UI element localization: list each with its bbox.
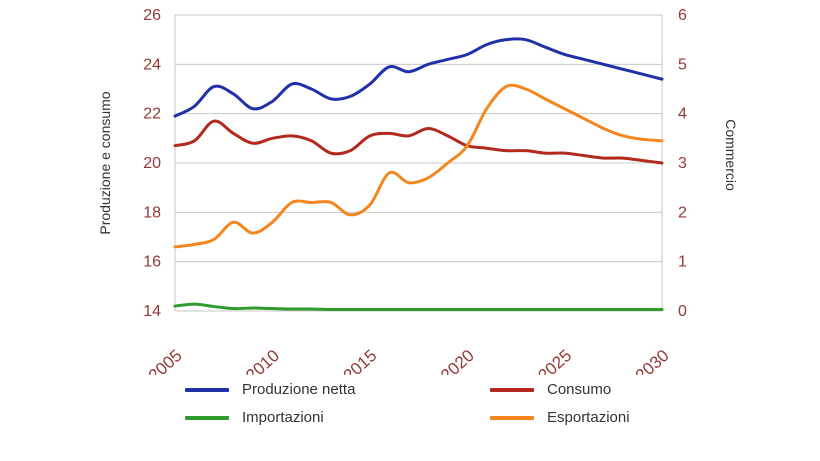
legend-swatch-importazioni: [185, 415, 229, 420]
legend-label-importazioni: Importazioni: [242, 409, 324, 426]
series-line-produzione-netta: [173, 37, 664, 118]
left-tick-label: 18: [143, 204, 161, 221]
x-tick-label: 2010: [242, 346, 283, 375]
right-tick-label: 3: [678, 155, 687, 172]
line-chart-plot: 14 16 18 20 22 24 26 0 1 2 3 4 5 6 2005 2010 2015 2020 202…: [143, 7, 687, 385]
right-tick-label: 4: [678, 106, 687, 123]
left-tick-label: 16: [143, 254, 161, 271]
x-tick-label: 2030: [632, 346, 673, 375]
x-tick-label: 2020: [437, 346, 478, 375]
right-tick-label: 5: [678, 56, 687, 73]
series-line-esportazioni: [173, 83, 664, 249]
right-tick-label: 2: [678, 204, 687, 221]
chart-legend: Produzione netta Consumo Importazioni Es…: [185, 381, 750, 426]
left-tick-label: 22: [143, 106, 161, 123]
x-tick-label: 2025: [534, 346, 575, 375]
legend-label-consumo: Consumo: [547, 381, 612, 398]
x-tick-label: 2005: [145, 346, 186, 375]
left-tick-label: 14: [143, 303, 161, 320]
series-line-importazioni: [173, 302, 664, 312]
right-axis-title: Commercio: [723, 119, 739, 191]
legend-item-importazioni: Importazioni: [185, 409, 490, 426]
legend-swatch-consumo: [490, 387, 534, 392]
legend-item-consumo: Consumo: [490, 381, 750, 398]
legend-label-esportazioni: Esportazioni: [547, 409, 630, 426]
series-line-consumo: [173, 119, 664, 165]
legend-item-esportazioni: Esportazioni: [490, 409, 750, 426]
legend-swatch-esportazioni: [490, 415, 534, 420]
right-tick-label: 6: [678, 7, 687, 24]
left-tick-label: 24: [143, 56, 161, 73]
legend-swatch-produzione-netta: [185, 387, 229, 392]
legend-item-produzione-netta: Produzione netta: [185, 381, 490, 398]
x-tick-label: 2015: [340, 346, 381, 375]
left-axis-title: Produzione e consumo: [97, 91, 113, 235]
left-tick-label: 26: [143, 7, 161, 24]
right-tick-label: 0: [678, 303, 687, 320]
legend-label-produzione-netta: Produzione netta: [242, 381, 356, 398]
left-tick-label: 20: [143, 155, 161, 172]
right-tick-label: 1: [678, 254, 687, 271]
